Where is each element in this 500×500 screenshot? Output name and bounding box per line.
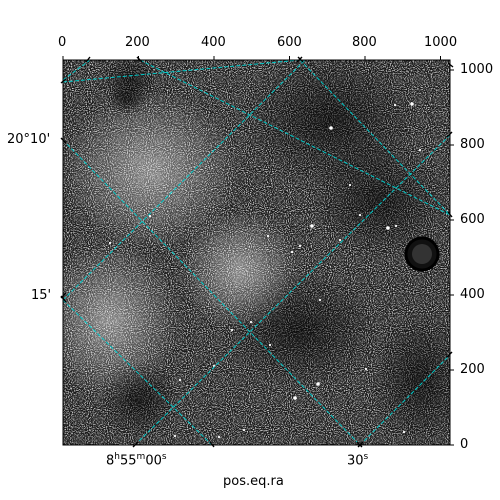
grid-line-dec-2 [63,60,306,301]
ra-tick-label: 30s [347,452,369,469]
star-point [358,213,362,217]
star-point [364,367,368,371]
star-point [108,241,112,245]
right-tick-label: 0 [460,437,469,452]
star-point [310,224,314,228]
star-point [386,226,390,230]
star-point [298,244,302,248]
grid-line-ra-1 [63,139,361,445]
star-point [148,214,152,218]
grid-line-ra-3 [63,299,213,445]
dec-tick-label: 20°10' [7,132,51,147]
star-point [393,103,397,107]
star-point [329,126,333,130]
star-point [268,343,272,347]
top-pixel-ticks [62,56,441,60]
star-point [316,382,320,386]
star-point [173,434,177,438]
top-tick-label: 600 [277,35,302,50]
star-point [242,428,246,432]
grid-line-ra-2 [139,60,450,216]
top-tick-label: 1000 [424,35,458,50]
ra-tick-label: 8h55m00s [106,452,167,469]
star-point [402,430,406,434]
x-axis-label: pos.eq.ra [223,474,284,489]
top-tick-label: 800 [352,35,377,50]
top-tick-label: 200 [125,35,150,50]
star-point [293,396,297,400]
right-tick-label: 200 [460,362,485,377]
sky-image [63,60,450,445]
stars [108,102,422,439]
world-ticks [60,56,454,448]
right-tick-label: 1000 [460,62,494,77]
star-point [394,224,398,228]
star-point [410,102,414,106]
star-point [266,234,270,238]
right-tick-label: 400 [460,287,485,302]
star-point [249,320,253,324]
grid-line-dec-4 [359,354,450,445]
star-point [318,298,322,302]
right-tick-label: 600 [460,212,485,227]
right-pixel-ticks [450,69,454,446]
star-point [290,250,294,254]
star-point [230,328,234,332]
star-point [418,148,422,152]
right-tick-label: 800 [460,137,485,152]
star-point [178,378,182,382]
grid-line-dec-3 [134,134,450,445]
star-point [338,238,342,242]
star-point [217,435,221,439]
dec-tick-label: 15' [31,288,52,303]
top-tick-label: 0 [58,35,67,50]
coordinate-grid [63,60,450,445]
star-point [348,183,352,187]
plot-frame [62,59,451,446]
grid-line-dec-1b [63,60,301,83]
top-tick-label: 400 [201,35,226,50]
